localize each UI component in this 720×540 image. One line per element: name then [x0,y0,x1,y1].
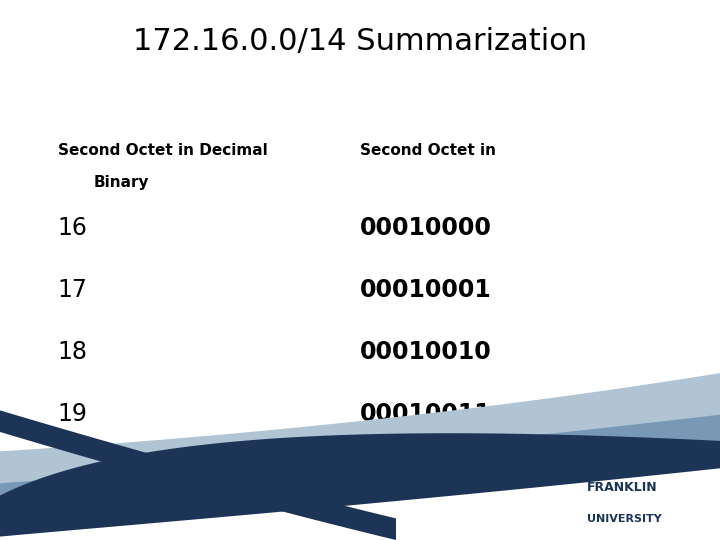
Text: 00010001: 00010001 [360,278,492,302]
Polygon shape [0,367,720,497]
Text: 19: 19 [58,402,87,426]
Text: FRANKLIN: FRANKLIN [587,481,657,494]
Text: 17: 17 [58,278,87,302]
Text: 18: 18 [58,340,88,364]
Text: 16: 16 [58,216,87,240]
Text: UNIVERSITY: UNIVERSITY [587,514,662,524]
Polygon shape [0,433,720,540]
Text: Binary: Binary [94,176,149,191]
Polygon shape [0,410,720,513]
Polygon shape [0,400,396,540]
Text: 00010000: 00010000 [360,216,492,240]
Text: 00010010: 00010010 [360,340,492,364]
Text: 172.16.0.0/14 Summarization: 172.16.0.0/14 Summarization [133,27,587,56]
Text: 00010011: 00010011 [360,402,492,426]
Text: Second Octet in: Second Octet in [360,143,496,158]
Text: Second Octet in Decimal: Second Octet in Decimal [58,143,267,158]
